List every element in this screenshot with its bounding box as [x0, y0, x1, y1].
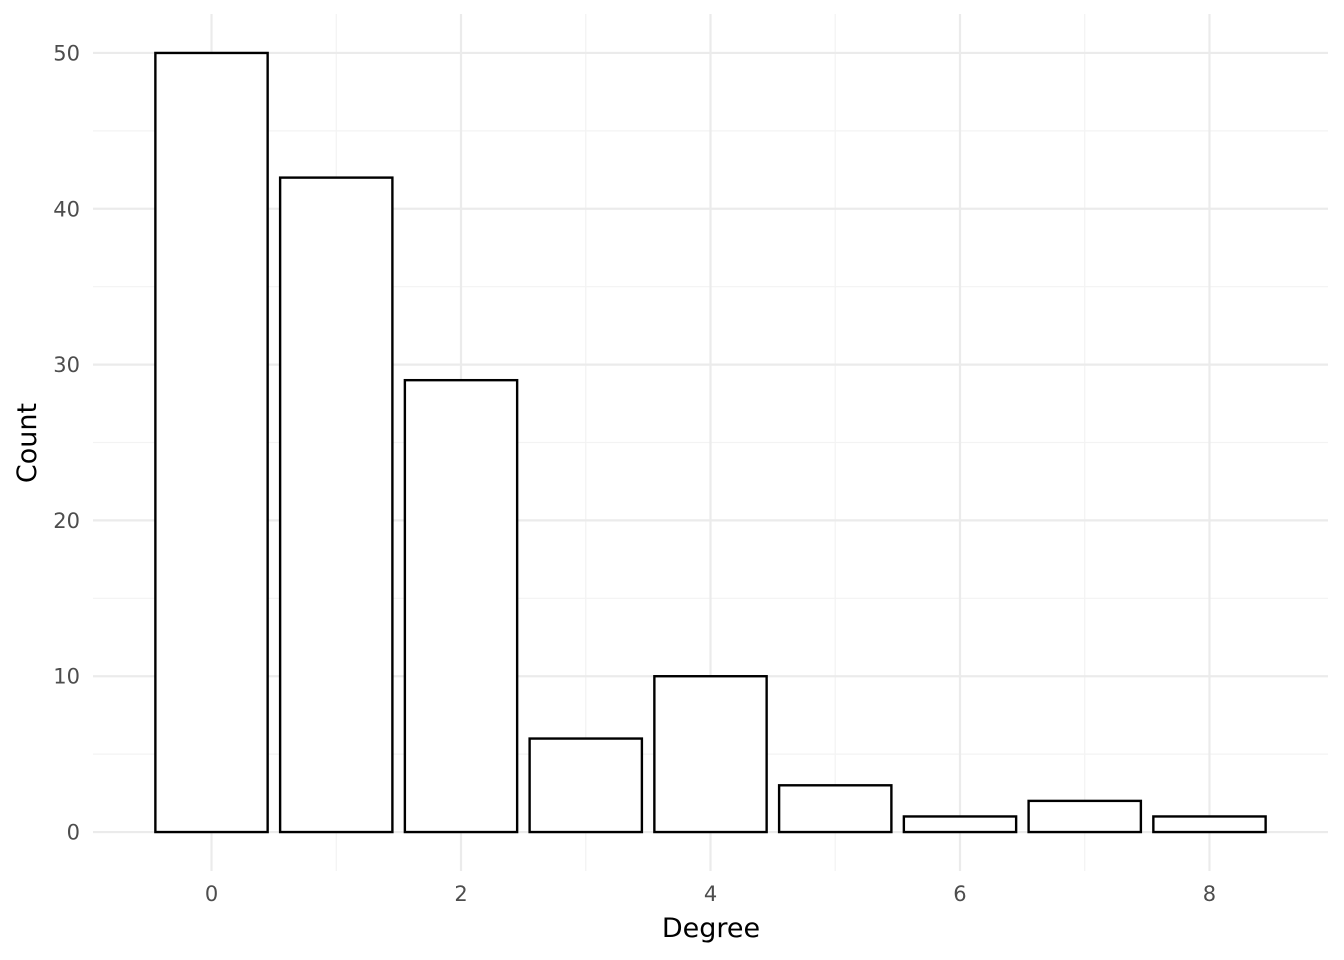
bar-degree-5	[777, 784, 893, 834]
bar-degree-4	[653, 675, 768, 834]
x-tick-label: 2	[454, 882, 467, 906]
bar-degree-8	[1152, 815, 1267, 834]
x-axis-tick-labels: 0 2 4 6 8	[205, 882, 1216, 906]
y-tick-label: 0	[67, 821, 80, 845]
x-tick-label: 6	[953, 882, 966, 906]
x-tick-label: 4	[704, 882, 717, 906]
x-tick-label: 8	[1203, 882, 1216, 906]
bar-degree-3	[528, 737, 644, 834]
y-tick-label: 20	[53, 509, 80, 533]
y-tick-label: 50	[53, 41, 80, 65]
bar-degree-6	[902, 815, 1018, 834]
x-tick-label: 0	[205, 882, 218, 906]
y-tick-label: 30	[53, 353, 80, 377]
y-axis-tick-labels: 0 10 20 30 40 50	[53, 41, 80, 844]
bars	[154, 51, 1267, 834]
y-tick-label: 10	[53, 665, 80, 689]
y-axis-title: Count	[12, 403, 43, 483]
bar-degree-7	[1027, 799, 1143, 834]
bar-degree-0	[154, 51, 269, 834]
bar-degree-1	[278, 176, 394, 834]
y-tick-label: 40	[53, 197, 80, 221]
bar-degree-2	[403, 378, 519, 834]
x-axis-title: Degree	[662, 913, 760, 944]
